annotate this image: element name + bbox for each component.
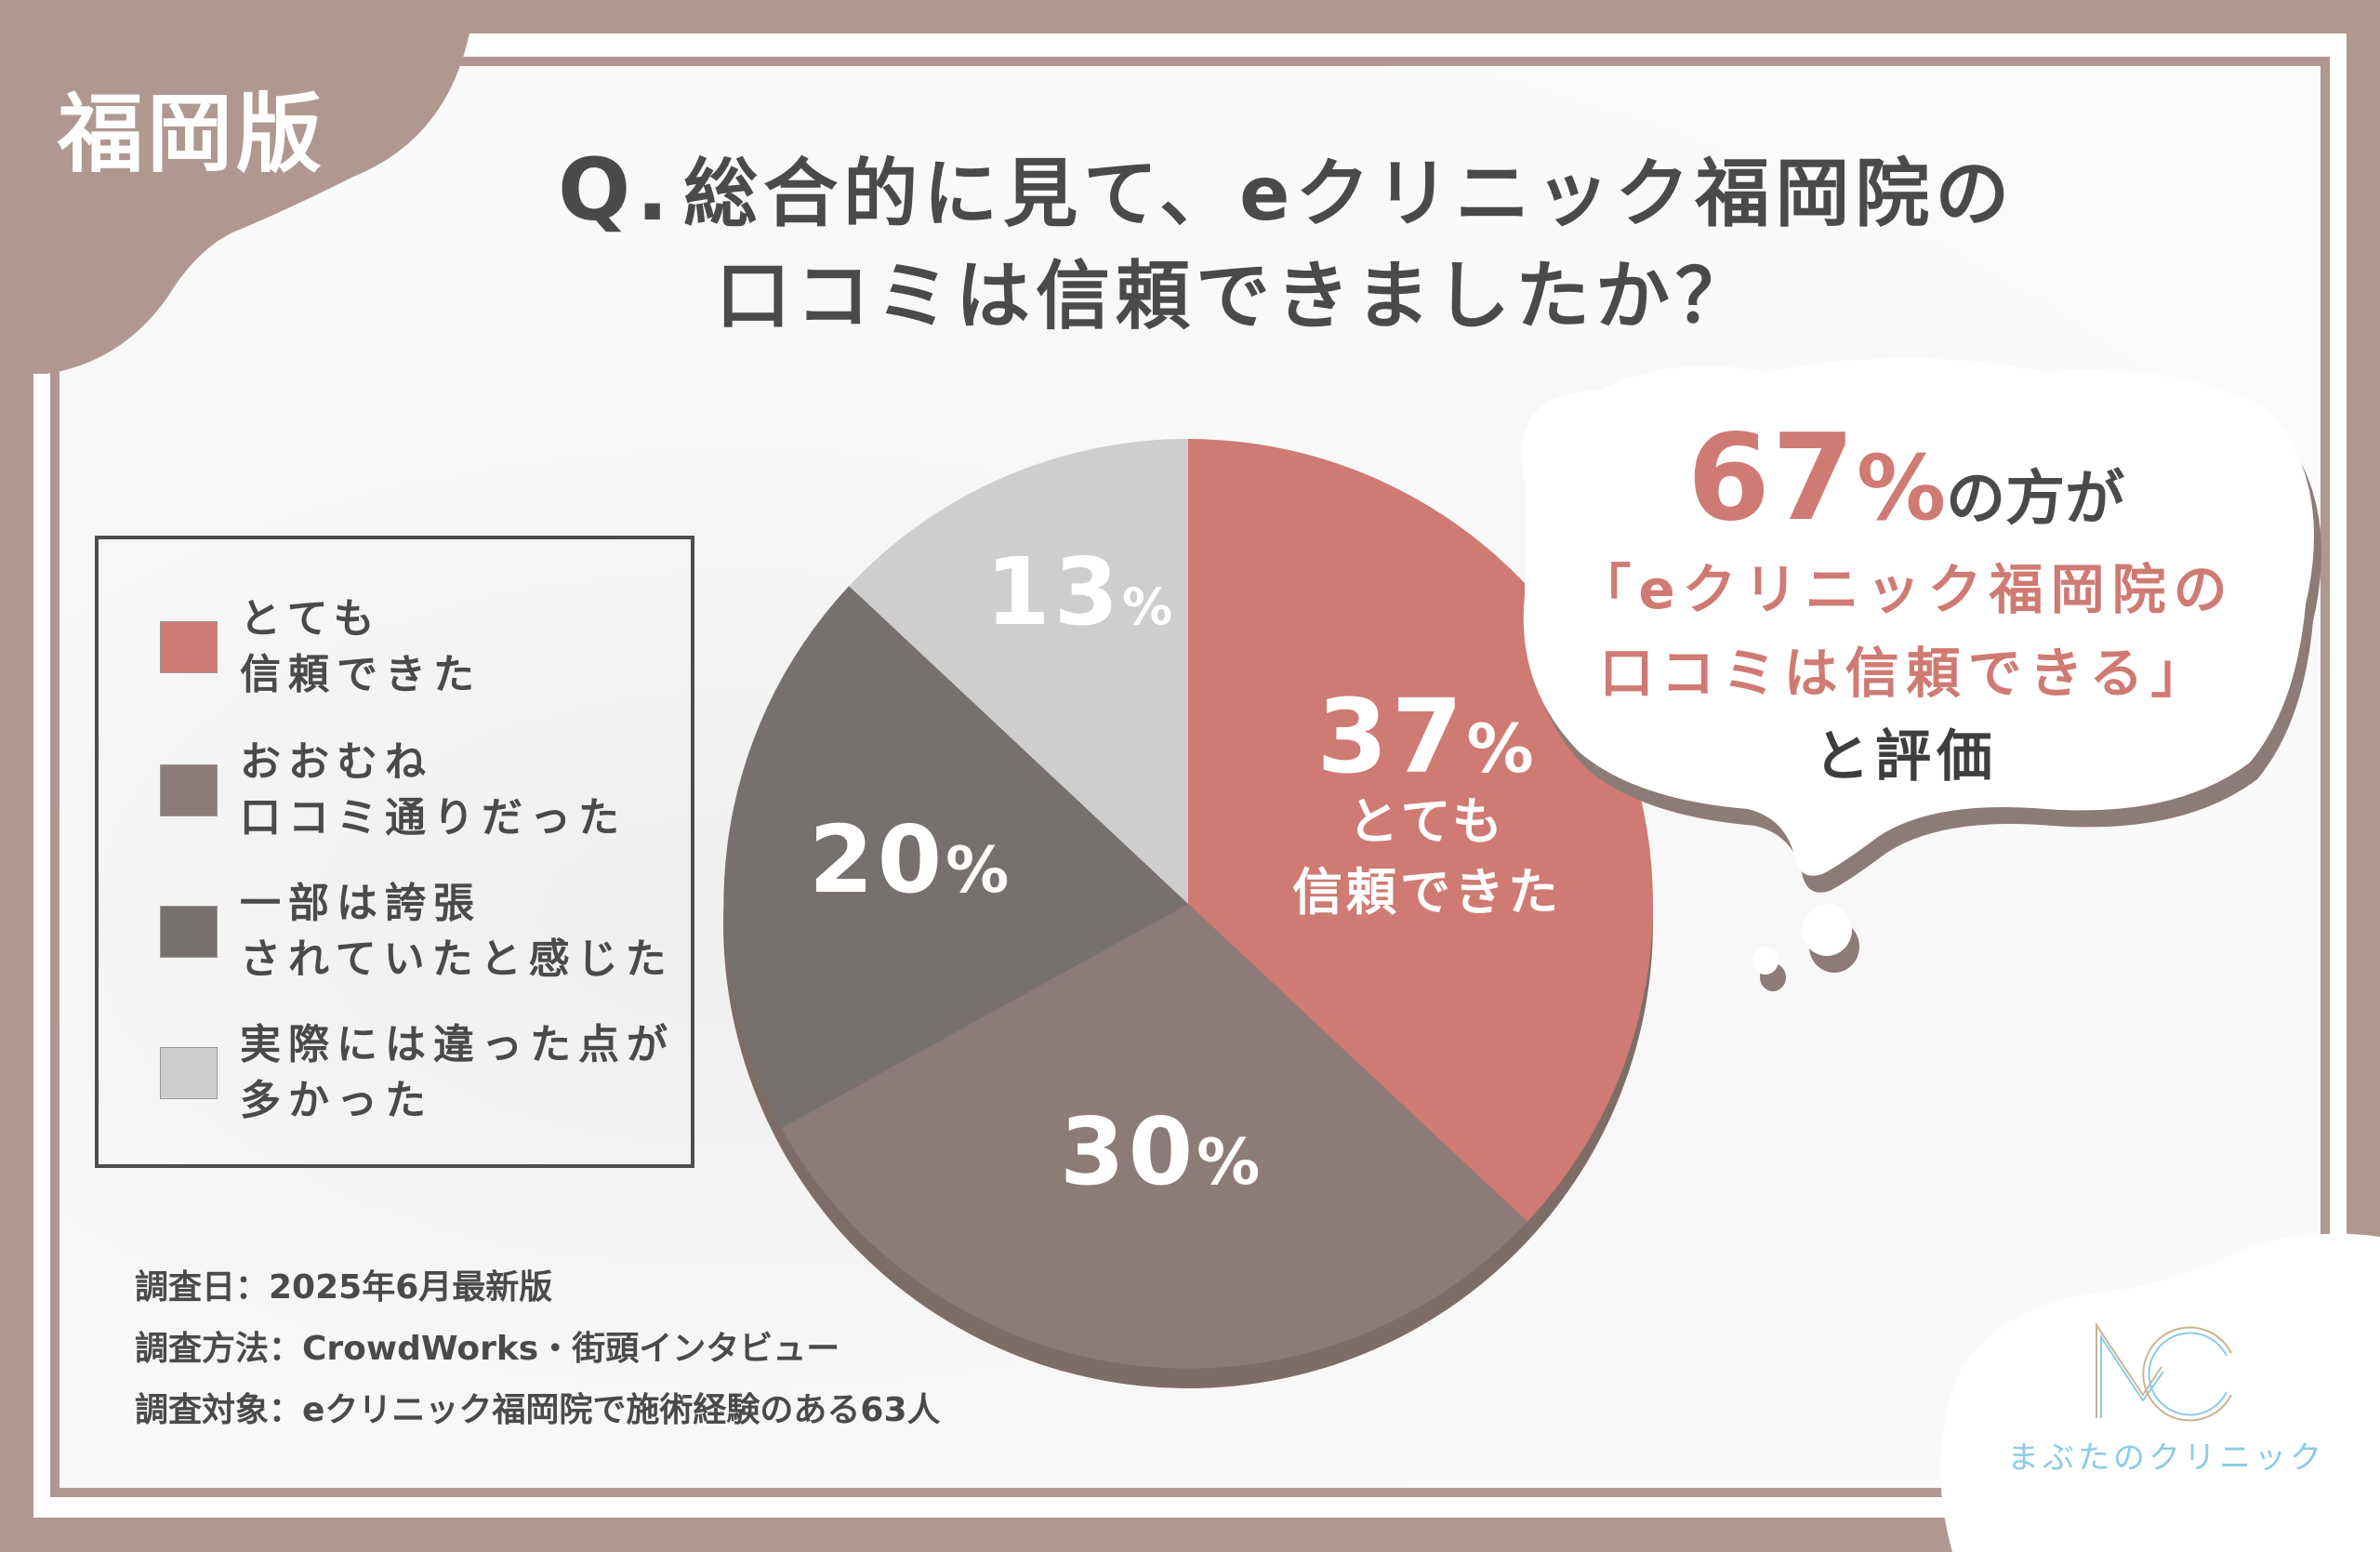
callout-text: 67%の方が 「eクリニック福岡院の 口コミは信頼できる」 と評価 [1488, 409, 2324, 799]
corner-blob-decoration [0, 0, 469, 374]
question-prefix: Q. [558, 140, 675, 240]
callout-percentage: 67 [1686, 409, 1857, 548]
pie-slice-mostly-different [849, 439, 1188, 904]
legend-label: おおむね [240, 738, 433, 786]
legend-item-very-trusted: とても 信頼できた [160, 591, 482, 703]
legend-label: 実際には違った点が [240, 1021, 675, 1068]
clinic-name: まぶたのクリニック [2007, 1439, 2325, 1477]
survey-target: 調査対象：eクリニック福岡院で施術経験のある63人 [135, 1391, 941, 1429]
legend-label: されていたと感じた [240, 935, 674, 983]
legend-swatch [160, 764, 218, 816]
pie-slice-mostly-as-reviews [781, 904, 1527, 1369]
callout-percent-sign: % [1856, 436, 1947, 540]
slice-label-30: 30% [1060, 1097, 1264, 1206]
title-line2: 口コミは信頼できましたか？ [716, 253, 1755, 339]
legend-swatch [160, 1047, 218, 1099]
inner-frame-line [50, 57, 2330, 1497]
callout-quote-line1: 「eクリニック福岡院の [1577, 558, 2235, 621]
callout-tail: と評価 [1814, 724, 1998, 789]
callout-quote-line2: 口コミは信頼できる」 [1599, 642, 2213, 705]
pie-slice-partly-exaggerated [723, 586, 1188, 1129]
legend-label: 多かった [240, 1077, 433, 1124]
slice-label-37: 37% とても 信頼できた [1292, 677, 1562, 922]
survey-info: 調査日：2025年6月最新版 調査方法：CrowdWorks・街頭インタビュー … [135, 1257, 941, 1441]
legend-label: 信頼できた [240, 651, 482, 698]
legend-swatch [160, 906, 218, 958]
edition-badge: 福岡版 [58, 85, 326, 184]
legend-label: 口コミ通りだった [240, 794, 627, 842]
callout-headline: 67%の方が [1488, 409, 2324, 548]
title-line1: 総合的に見て、eクリニック福岡院の [683, 151, 2016, 237]
clinic-logo: まぶたのクリニック [1980, 1320, 2352, 1478]
legend-item-mostly-as-reviews: おおむね口コミ通りだった [160, 735, 627, 846]
callout-after-text: の方が [1946, 465, 2125, 534]
survey-date: 調査日：2025年6月最新版 [135, 1268, 553, 1307]
legend-swatch [160, 621, 218, 673]
legend-item-partly-exaggerated: 一部は誇張されていたと感じた [160, 876, 674, 988]
survey-method: 調査方法：CrowdWorks・街頭インタビュー [135, 1330, 840, 1368]
legend-label: とても [240, 595, 382, 643]
legend-item-mostly-different: 実際には違った点が 多かった [160, 1017, 675, 1129]
page-title: Q. 総合的に見て、eクリニック福岡院の 口コミは信頼できましたか？ [558, 139, 2015, 348]
slice-label-13: 13% [985, 537, 1177, 646]
slice-label-20: 20% [809, 805, 1013, 914]
chart-legend: とても信頼できた おおむね口コミ通りだった 一部は誇張されていたと感じた 実際に… [95, 536, 694, 1168]
mc-logo-icon [2096, 1321, 2232, 1422]
legend-label: 一部は誇張 [240, 880, 482, 927]
